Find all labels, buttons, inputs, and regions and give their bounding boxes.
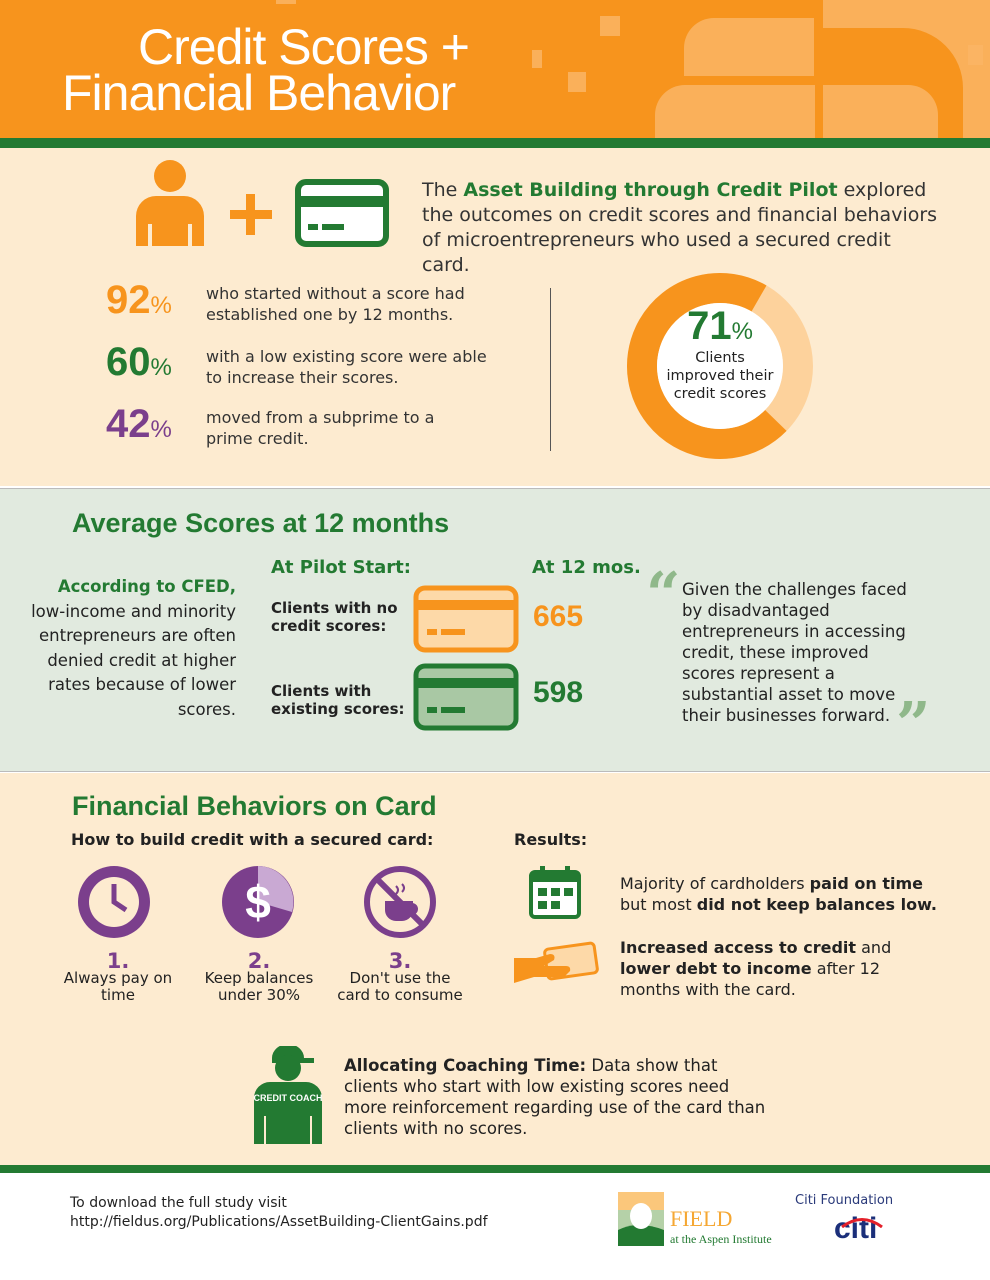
row-label: Clients with existing scores: [271, 682, 405, 718]
stat-text: with a low existing score were able to i… [206, 347, 487, 387]
pilot-name: Asset Building through Credit Pilot [463, 179, 838, 201]
decor-shape [823, 85, 938, 138]
decor-shape [684, 18, 814, 76]
score-value: 598 [533, 676, 584, 709]
section-title: Average Scores at 12 months [72, 508, 450, 538]
decor-square [276, 0, 296, 4]
footer-download-text: To download the full study visit http://… [70, 1195, 488, 1230]
decor-shape [655, 85, 815, 138]
decor-square [968, 45, 983, 65]
coaching-text: Allocating Coaching Time: Data show that… [344, 1056, 766, 1138]
orange-card-icon [413, 585, 519, 653]
person-plus-card-icon [136, 160, 389, 247]
divider [550, 288, 551, 451]
intro-text: The Asset Building through Credit Pilot … [422, 179, 938, 276]
col-header-start: At Pilot Start: [271, 557, 411, 578]
step-3: 3. Don't use the card to consume [337, 949, 463, 1004]
decor-square [532, 50, 542, 68]
step-1: 1. Always pay on time [63, 949, 173, 1004]
decor-square [568, 72, 586, 92]
citi-logo: citi [834, 1212, 883, 1246]
cfed-text: According to CFED, low-income and minori… [31, 577, 236, 719]
title-line-1: Credit Scores + [138, 19, 470, 75]
divider-bar [0, 1165, 990, 1173]
credit-coach-icon: CREDIT COACH [254, 1046, 323, 1144]
score-value: 665 [533, 600, 584, 633]
citi-foundation-label: Citi Foundation [795, 1193, 894, 1208]
divider-bar [0, 138, 990, 148]
stat-92: 92% [106, 278, 172, 322]
svg-text:$: $ [245, 876, 271, 928]
stat-text: moved from a subprime to a prime credit. [206, 408, 435, 448]
donut-value-arc [627, 273, 813, 459]
step-2: 2. Keep balances under 30% [204, 949, 314, 1004]
result-2: Increased access to credit and lower deb… [620, 938, 892, 999]
title-line-2: Financial Behavior [62, 65, 456, 121]
result-1: Majority of cardholders paid on time but… [620, 874, 937, 914]
stat-42: 42% [106, 402, 172, 446]
open-quote-icon: “ [646, 560, 681, 630]
donut-label: 71% Clients improved their credit scores [660, 304, 780, 403]
results-title: Results: [514, 830, 588, 849]
field-leaf-icon [618, 1192, 664, 1246]
stat-text: who started without a score had establis… [206, 284, 465, 324]
dollar-icon: $ [222, 866, 294, 938]
clock-icon [78, 866, 150, 938]
calendar-icon [529, 866, 581, 919]
no-coffee-icon [364, 866, 436, 938]
field-logo: FIELD at the Aspen Institute [618, 1192, 772, 1250]
header-banner: Credit Scores + Financial Behavior [0, 0, 990, 138]
row-label: Clients with no credit scores: [271, 599, 398, 635]
coach-badge-text: CREDIT COACH [254, 1093, 323, 1103]
stat-60: 60% [106, 340, 172, 384]
page-title: Credit Scores + Financial Behavior [62, 19, 470, 121]
col-header-end: At 12 mos. [532, 557, 641, 578]
hand-card-icon [514, 941, 599, 983]
close-quote-icon: ” [896, 690, 931, 760]
how-title: How to build credit with a secured card: [71, 830, 434, 849]
section-title: Financial Behaviors on Card [72, 791, 437, 821]
green-card-icon [413, 663, 519, 731]
behaviors-section [0, 773, 990, 1166]
donut-caption: Clients improved their credit scores [666, 350, 774, 402]
donut-chart [627, 273, 813, 459]
decor-square [600, 16, 620, 36]
quote-text: Given the challenges faced by disadvanta… [682, 580, 907, 725]
